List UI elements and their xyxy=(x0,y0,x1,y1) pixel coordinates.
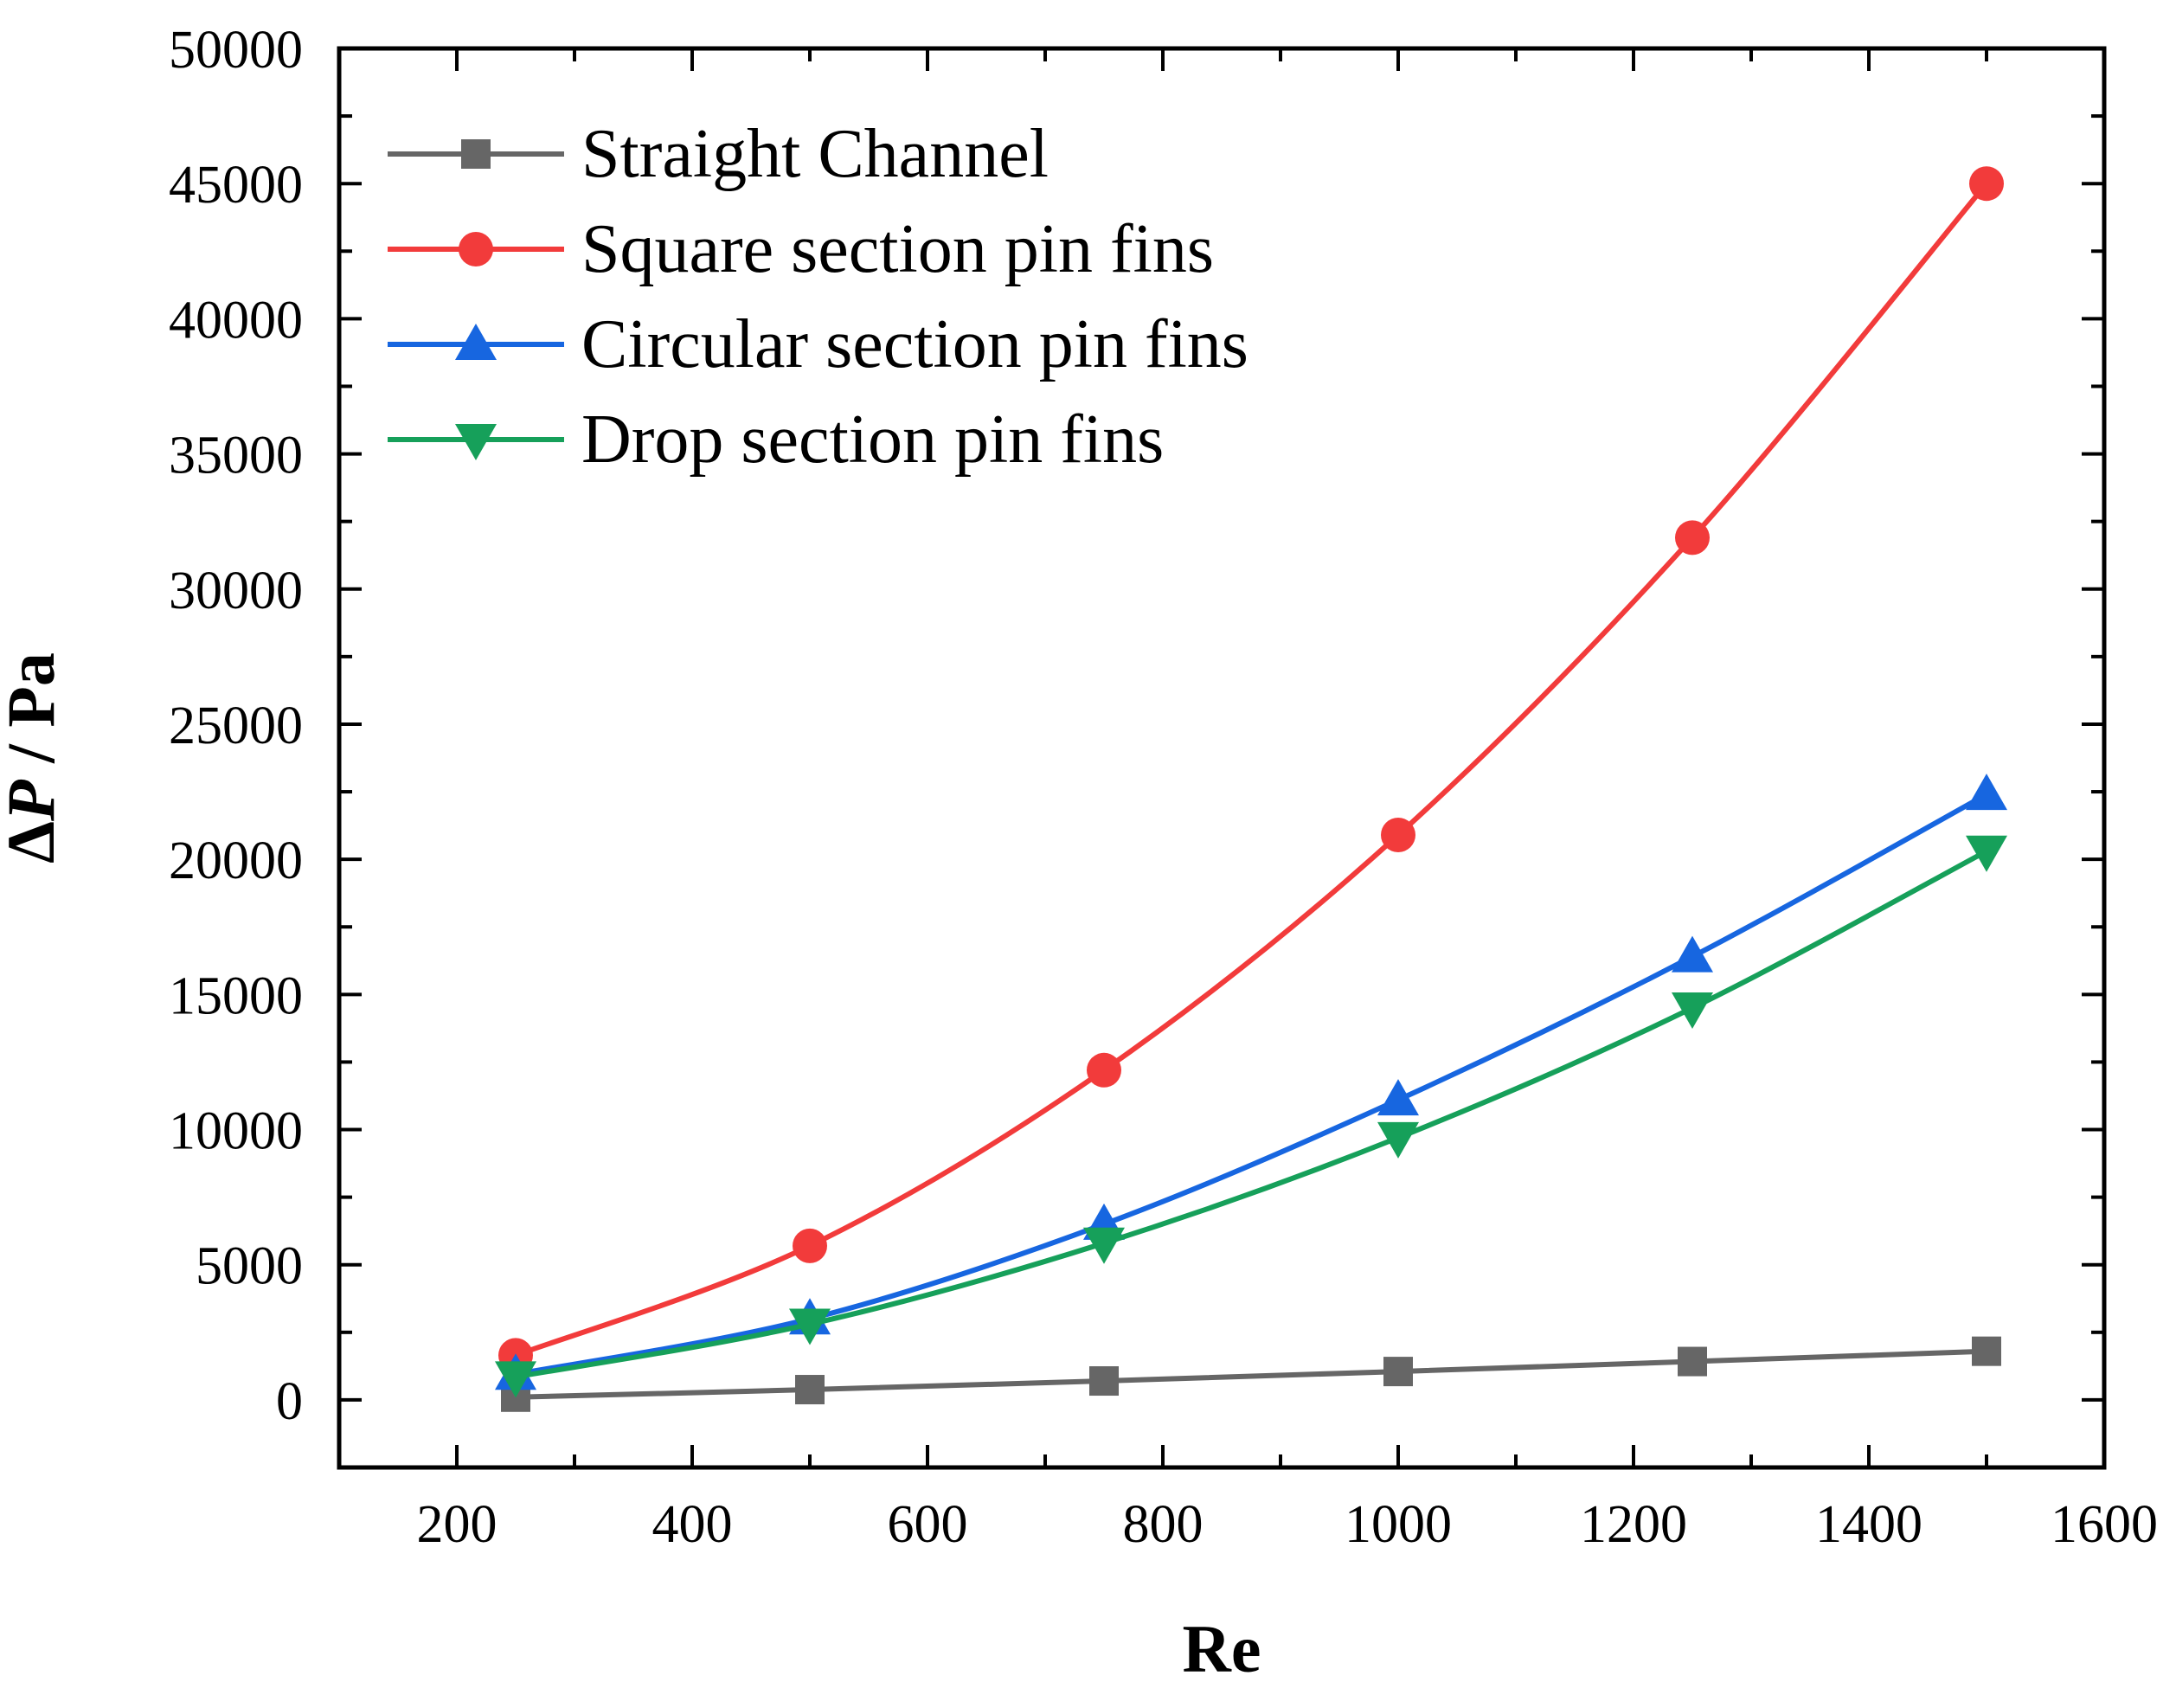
data-point xyxy=(1966,774,2007,811)
data-point xyxy=(1377,1079,1419,1116)
x-tick-label: 1400 xyxy=(1815,1495,1922,1554)
data-point xyxy=(1678,1346,1707,1377)
data-point xyxy=(795,1375,825,1405)
x-tick-label: 800 xyxy=(1123,1495,1204,1554)
data-point xyxy=(793,1228,827,1263)
data-point xyxy=(1966,835,2007,872)
legend-item: Straight Channel xyxy=(388,116,1049,192)
data-point xyxy=(1087,1052,1121,1088)
series-0 xyxy=(501,1336,2001,1412)
x-tick-label: 1000 xyxy=(1345,1495,1452,1554)
data-point xyxy=(1972,1336,2001,1366)
y-tick-label: 35000 xyxy=(169,427,303,485)
y-axis: 0 5000 10000 15000 20000 25000 30000 35000 40000… xyxy=(169,21,2104,1431)
legend-marker xyxy=(455,424,497,460)
series-line xyxy=(514,182,1989,1358)
data-point xyxy=(1383,1357,1413,1387)
x-tick-label: 200 xyxy=(417,1495,497,1554)
series-line xyxy=(515,1348,1987,1400)
y-tick-label: 40000 xyxy=(169,291,303,350)
y-tick-label: 20000 xyxy=(169,832,303,890)
y-tick-label: 10000 xyxy=(169,1102,303,1161)
data-point xyxy=(1672,935,1713,973)
data-point xyxy=(1381,818,1415,853)
plot-frame xyxy=(337,46,2107,1470)
series-2 xyxy=(495,774,2007,1390)
legend-label: Square section pin fins xyxy=(581,211,1214,287)
series-line xyxy=(515,792,1988,1377)
y-axis-title-symbol: P xyxy=(0,779,68,822)
x-axis-title: Re xyxy=(1183,1611,1261,1686)
x-axis: 200 400 600 800 1000 1200 1400 1600 xyxy=(337,48,2158,1554)
y-tick-label: 50000 xyxy=(169,21,303,80)
y-tick-label: 15000 xyxy=(169,966,303,1025)
data-point xyxy=(789,1308,831,1345)
legend-label: Straight Channel xyxy=(581,116,1049,192)
x-tick-label: 1600 xyxy=(2051,1495,2158,1554)
x-tick-label: 600 xyxy=(888,1495,968,1554)
y-axis-title-suffix: / Pa xyxy=(0,652,68,780)
legend-marker xyxy=(455,324,497,360)
legend-marker xyxy=(459,232,493,266)
legend-marker xyxy=(461,139,491,169)
y-axis-title: ΔP / Pa xyxy=(0,652,68,864)
series-layer xyxy=(495,166,2007,1412)
legend-item: Square section pin fins xyxy=(388,211,1214,287)
legend-label: Circular section pin fins xyxy=(581,306,1248,382)
y-tick-label: 25000 xyxy=(169,697,303,755)
y-tick-label: 5000 xyxy=(196,1237,303,1296)
plot-border xyxy=(337,46,2107,1470)
series-line xyxy=(515,849,1988,1380)
y-axis-title-prefix: Δ xyxy=(0,821,68,864)
y-tick-label: 45000 xyxy=(169,156,303,215)
x-tick-label: 400 xyxy=(652,1495,733,1554)
y-tick-label: 0 xyxy=(276,1372,303,1431)
data-point xyxy=(1675,520,1710,555)
data-point xyxy=(1672,992,1713,1029)
data-point xyxy=(1083,1227,1125,1264)
data-point xyxy=(1377,1121,1419,1159)
data-point xyxy=(495,1361,536,1398)
legend-item: Circular section pin fins xyxy=(388,306,1248,382)
series-3 xyxy=(495,835,2007,1398)
y-tick-label: 30000 xyxy=(169,562,303,620)
data-point xyxy=(1089,1366,1119,1397)
x-tick-label: 1200 xyxy=(1580,1495,1687,1554)
data-point xyxy=(1969,166,2004,202)
legend-label: Drop section pin fins xyxy=(581,401,1164,478)
legend-item: Drop section pin fins xyxy=(388,401,1164,478)
legend: Straight Channel Square section pin fins C… xyxy=(388,116,1248,478)
